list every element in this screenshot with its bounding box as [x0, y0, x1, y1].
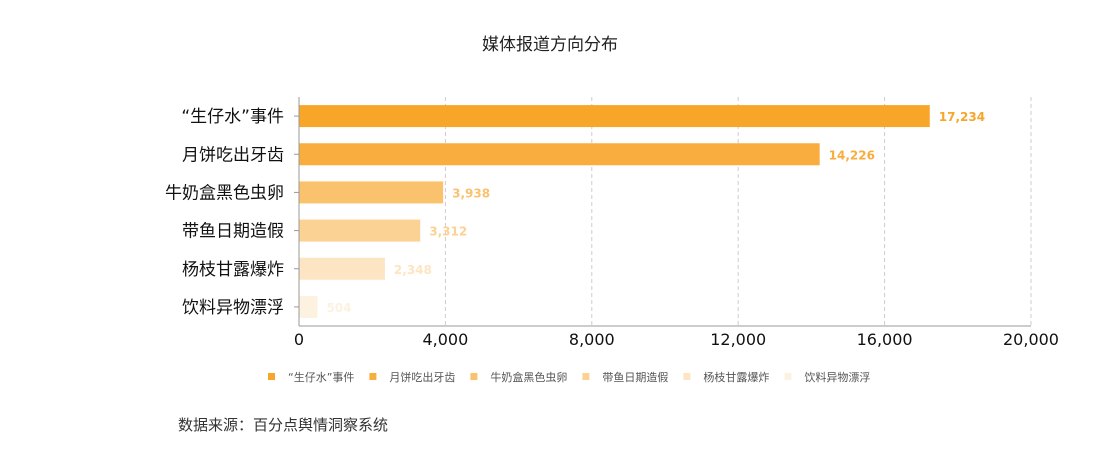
bars: 17,234 14,226 3,938 3,312 2,348 504: [299, 105, 985, 318]
x-tick-label: 8,000: [569, 330, 615, 349]
legend-label: 杨枝甘露爆炸: [703, 370, 769, 384]
data-source: 数据来源：百分点舆情洞察系统: [178, 416, 389, 434]
bar: [299, 181, 444, 204]
chart-title: 媒体报道方向分布: [482, 35, 618, 55]
bar: [299, 257, 385, 280]
legend-label: 牛奶盒黑色虫卵: [490, 370, 567, 384]
data-label: 17,234: [939, 110, 985, 124]
bar: [299, 219, 421, 242]
bar: [299, 105, 930, 128]
legend: “生仔水”事件 月饼吃出牙齿 牛奶盒黑色虫卵 带鱼日期造假 杨枝甘露爆炸 饮料异物漂浮: [268, 370, 870, 384]
legend-swatch: [369, 373, 377, 380]
category-label: “生仔水”事件: [181, 107, 284, 127]
data-label: 14,226: [829, 148, 875, 162]
legend-label: 带鱼日期造假: [602, 370, 668, 384]
category-label: 月饼吃出牙齿: [182, 145, 284, 165]
x-tick-label: 16,000: [857, 330, 913, 349]
data-label: 2,348: [394, 263, 432, 277]
data-label: 504: [326, 301, 351, 315]
category-label: 带鱼日期造假: [182, 222, 284, 242]
category-label: 饮料异物漂浮: [182, 298, 284, 318]
data-label: 3,312: [429, 225, 467, 239]
x-tick-label: 12,000: [710, 330, 766, 349]
data-label: 3,938: [452, 186, 490, 200]
category-label: 杨枝甘露爆炸: [182, 260, 284, 280]
legend-swatch: [268, 373, 275, 380]
legend-swatch: [683, 373, 691, 380]
x-tick-label: 0: [294, 330, 304, 349]
axis: 0 4,000 8,000 12,000 16,000 20,000 “生仔水”事件月饼吃出…: [165, 97, 1059, 349]
legend-swatch: [582, 373, 590, 380]
grid: [444, 97, 1032, 326]
bar: [299, 143, 820, 166]
legend-label: 饮料异物漂浮: [804, 370, 870, 384]
legend-swatch: [470, 373, 478, 380]
legend-label: 月饼吃出牙齿: [389, 370, 455, 384]
legend-label: “生仔水”事件: [288, 370, 354, 384]
bar: [299, 295, 318, 318]
category-label: 牛奶盒黑色虫卵: [165, 183, 284, 203]
x-tick-label: 4,000: [422, 330, 468, 349]
legend-swatch: [784, 373, 792, 380]
x-tick-label: 20,000: [1003, 330, 1059, 349]
